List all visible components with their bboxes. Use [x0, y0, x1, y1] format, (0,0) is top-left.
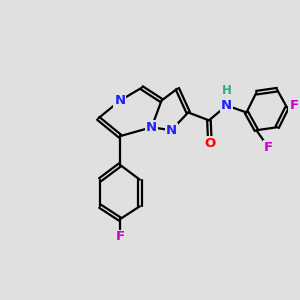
Text: O: O	[204, 136, 215, 150]
Text: H: H	[222, 84, 232, 97]
Text: F: F	[290, 99, 298, 112]
Text: N: N	[221, 99, 232, 112]
Text: N: N	[166, 124, 177, 137]
Text: N: N	[114, 94, 125, 107]
Text: N: N	[146, 121, 157, 134]
Text: F: F	[264, 140, 273, 154]
Text: F: F	[116, 230, 124, 244]
